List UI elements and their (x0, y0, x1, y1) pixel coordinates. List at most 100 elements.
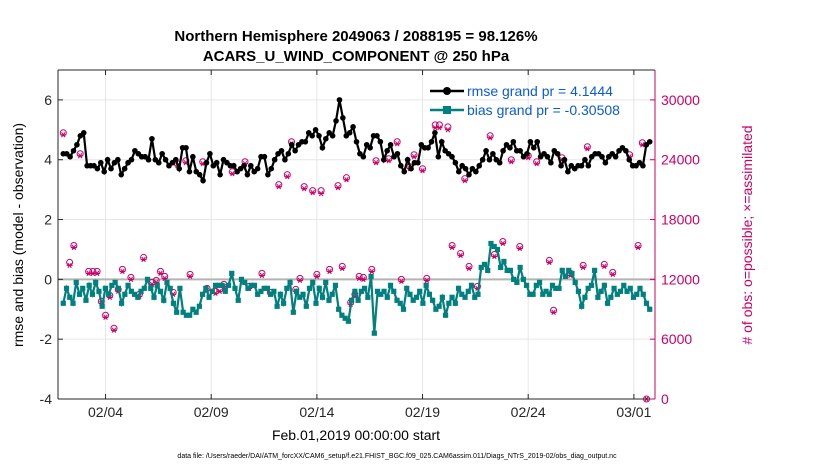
star-stroke (445, 127, 451, 133)
bias-point (242, 279, 248, 285)
rmse-point (128, 156, 135, 163)
rmse-point (309, 133, 315, 139)
rmse-point (527, 138, 534, 145)
star-stroke (103, 314, 108, 320)
rmse-point (145, 156, 152, 163)
rmse-point (172, 156, 179, 163)
star-stroke (141, 256, 146, 263)
star-stroke (361, 276, 366, 283)
x-tick-label: 02/09 (194, 404, 229, 420)
bias-point (579, 303, 585, 309)
star-stroke (327, 268, 332, 275)
bias-point (177, 285, 183, 291)
bias-point (358, 288, 364, 294)
bias-point (595, 294, 601, 300)
obs-count-markers (59, 121, 651, 403)
bias-point (455, 285, 462, 291)
obs-assimilated-marker (584, 146, 591, 152)
bias-point (122, 291, 128, 297)
obs-assimilated-marker (444, 127, 451, 133)
star-stroke (86, 270, 91, 277)
bias-point (394, 297, 400, 303)
bias-point (96, 288, 102, 294)
rmse-point (186, 168, 193, 175)
obs-assimilated-marker (491, 253, 498, 260)
bias-point (349, 297, 355, 303)
bias-point (316, 285, 322, 291)
bias-point (125, 282, 131, 288)
bias-point (336, 306, 342, 312)
rmse-point (316, 133, 322, 139)
obs-possible-marker (70, 241, 78, 249)
obs-possible-marker (419, 165, 427, 173)
obs-possible-marker (634, 241, 642, 249)
star-stroke (466, 265, 472, 272)
obs-assimilated-marker (339, 265, 346, 272)
bias-point (251, 282, 258, 288)
rmse-point (404, 156, 411, 163)
rmse-point (67, 153, 73, 160)
bias-point (481, 261, 488, 268)
rmse-point (387, 141, 394, 148)
obs-assimilated-marker (157, 270, 164, 277)
star-stroke (526, 155, 531, 161)
obs-assimilated-marker (309, 189, 316, 196)
rmse-point (329, 133, 336, 139)
bias-point (164, 279, 170, 285)
bias-point (63, 285, 70, 291)
obs-possible-marker (334, 182, 342, 190)
bias-point (167, 285, 173, 291)
bias-point (608, 294, 614, 300)
obs-possible-marker (275, 181, 283, 189)
rmse-point (207, 150, 213, 157)
obs-assimilated-marker (140, 256, 147, 263)
rmse-point (558, 162, 564, 169)
obs-assimilated-marker (461, 177, 468, 184)
rmse-point (377, 138, 384, 145)
bias-point (193, 309, 199, 315)
bias-point (572, 279, 578, 285)
obs-possible-marker (457, 249, 465, 257)
bias-point (264, 285, 271, 291)
rmse-point (94, 165, 101, 172)
obs-assimilated-marker (216, 288, 223, 295)
obs-possible-marker (583, 143, 591, 151)
rmse-point (285, 150, 292, 157)
obs-possible-marker (326, 265, 334, 273)
y-right-tick-label: 24000 (661, 152, 700, 168)
rmse-point (408, 165, 414, 172)
obs-possible-marker (309, 187, 317, 195)
bias-point (585, 285, 591, 291)
star-stroke (318, 190, 324, 197)
chart-title: Northern Hemisphere 2049063 / 2088195 = … (174, 28, 537, 45)
obs-assimilated-marker (394, 141, 401, 147)
star-stroke (77, 153, 83, 159)
obs-assimilated-marker (601, 263, 608, 270)
obs-possible-marker (258, 269, 266, 277)
bias-point (559, 267, 565, 273)
bias-point (148, 285, 154, 291)
obs-possible-marker (448, 241, 456, 249)
bias-point (151, 294, 157, 300)
rmse-point (80, 130, 87, 136)
obs-possible-marker (372, 157, 380, 165)
bias-point (465, 288, 471, 294)
plot-area (58, 70, 655, 399)
bias-point (378, 291, 384, 297)
bias-point (287, 279, 293, 285)
rmse-point (398, 162, 404, 169)
bias-series-markers (60, 240, 653, 336)
rmse-point (278, 147, 285, 154)
rmse-series-markers (60, 97, 653, 184)
rmse-point (380, 156, 387, 163)
bias-point (604, 300, 611, 306)
star-stroke (297, 277, 303, 284)
bias-point (540, 291, 546, 297)
bias-point (290, 309, 296, 315)
bias-point (86, 282, 92, 288)
y-right-tick-label: 6000 (661, 331, 692, 347)
rmse-point (108, 165, 114, 172)
bias-point (303, 303, 309, 309)
obs-possible-marker (161, 272, 169, 280)
rmse-point (585, 162, 592, 169)
